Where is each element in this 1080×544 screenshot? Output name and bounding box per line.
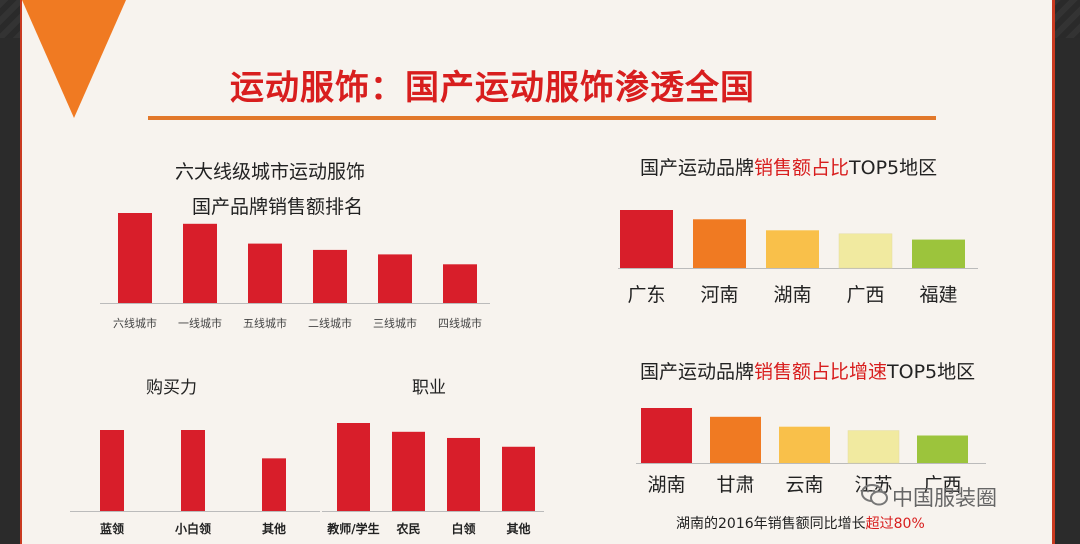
corner-triangle [22, 0, 126, 118]
bar-job-2 [447, 437, 480, 511]
tick-label-city-3: 二线城市 [308, 316, 352, 330]
city-chart-title-2: 国产品牌销售额排名 [192, 196, 364, 218]
bar-city-5 [443, 264, 477, 303]
bar-city-3 [313, 249, 347, 303]
bar-growth-4 [917, 435, 968, 463]
bar-growth-3 [847, 430, 900, 464]
bar-top5-2 [766, 230, 819, 268]
tick-label-power-2: 其他 [262, 521, 286, 536]
tick-label-growth-0: 湖南 [647, 474, 685, 496]
bar-growth-0 [641, 408, 692, 463]
tick-label-top5-2: 湖南 [773, 284, 811, 306]
right-border [1052, 0, 1055, 544]
tick-label-growth-1: 甘肃 [716, 474, 754, 496]
tick-label-city-0: 六线城市 [113, 316, 157, 330]
bar-top5-1 [693, 219, 746, 268]
tick-label-top5-1: 河南 [700, 284, 738, 306]
tick-label-city-5: 四线城市 [438, 316, 482, 330]
power-chart-title: 购买力 [146, 378, 197, 398]
tick-label-top5-4: 福建 [919, 284, 957, 306]
growth-chart-title: 国产运动品牌销售额占比增速TOP5地区 [640, 361, 976, 383]
tick-label-job-1: 农民 [395, 521, 420, 536]
footnote: 湖南的2016年销售额同比增长超过80% [676, 516, 925, 532]
left-border [20, 0, 22, 544]
tick-label-growth-4: 广西 [923, 474, 961, 496]
slide-title: 运动服饰：国产运动服饰渗透全国 [230, 68, 755, 108]
tick-label-job-0: 教师/学生 [326, 521, 379, 536]
city-chart-title-1: 六大线级城市运动服饰 [175, 161, 366, 183]
bar-city-2 [248, 243, 282, 303]
tick-label-power-0: 蓝领 [100, 521, 124, 536]
bar-city-4 [378, 254, 412, 303]
growth-chart: 湖南 甘肃 云南 江苏 广西 [636, 408, 986, 496]
tick-label-job-2: 白领 [451, 521, 475, 536]
bar-top5-0 [620, 210, 673, 268]
bar-growth-1 [710, 416, 761, 463]
bar-city-0 [118, 213, 152, 303]
watermark: 中国服装圈 [892, 486, 997, 510]
bar-top5-4 [912, 239, 965, 268]
bar-city-1 [183, 223, 217, 303]
bar-power-2 [262, 458, 286, 511]
tick-label-top5-3: 广西 [846, 284, 884, 306]
job-chart: 教师/学生 农民 白领 其他 [322, 423, 544, 536]
power-chart: 蓝领 小白领 其他 [70, 430, 320, 536]
top5-chart-title: 国产运动品牌销售额占比TOP5地区 [640, 157, 938, 179]
bar-top5-3 [838, 233, 893, 269]
tick-label-top5-0: 广东 [627, 284, 665, 306]
bar-power-1 [181, 430, 205, 511]
tick-label-city-1: 一线城市 [178, 316, 222, 330]
bar-job-1 [392, 431, 425, 511]
tick-label-city-2: 五线城市 [243, 316, 287, 330]
tick-label-growth-2: 云南 [785, 474, 823, 496]
top5-chart: 广东 河南 湖南 广西 福建 [618, 210, 978, 306]
tick-label-power-1: 小白领 [175, 521, 211, 536]
city-chart: 六线城市 一线城市 五线城市 二线城市 三线城市 四线城市 [100, 213, 490, 330]
bar-job-3 [502, 446, 535, 511]
tick-label-job-3: 其他 [506, 521, 530, 536]
job-chart-title: 职业 [412, 378, 446, 398]
bar-power-0 [100, 430, 124, 511]
bar-job-0 [337, 423, 370, 511]
title-underline [148, 116, 936, 120]
tick-label-city-4: 三线城市 [373, 316, 417, 330]
bar-growth-2 [779, 426, 830, 463]
wechat-icon [861, 484, 888, 506]
